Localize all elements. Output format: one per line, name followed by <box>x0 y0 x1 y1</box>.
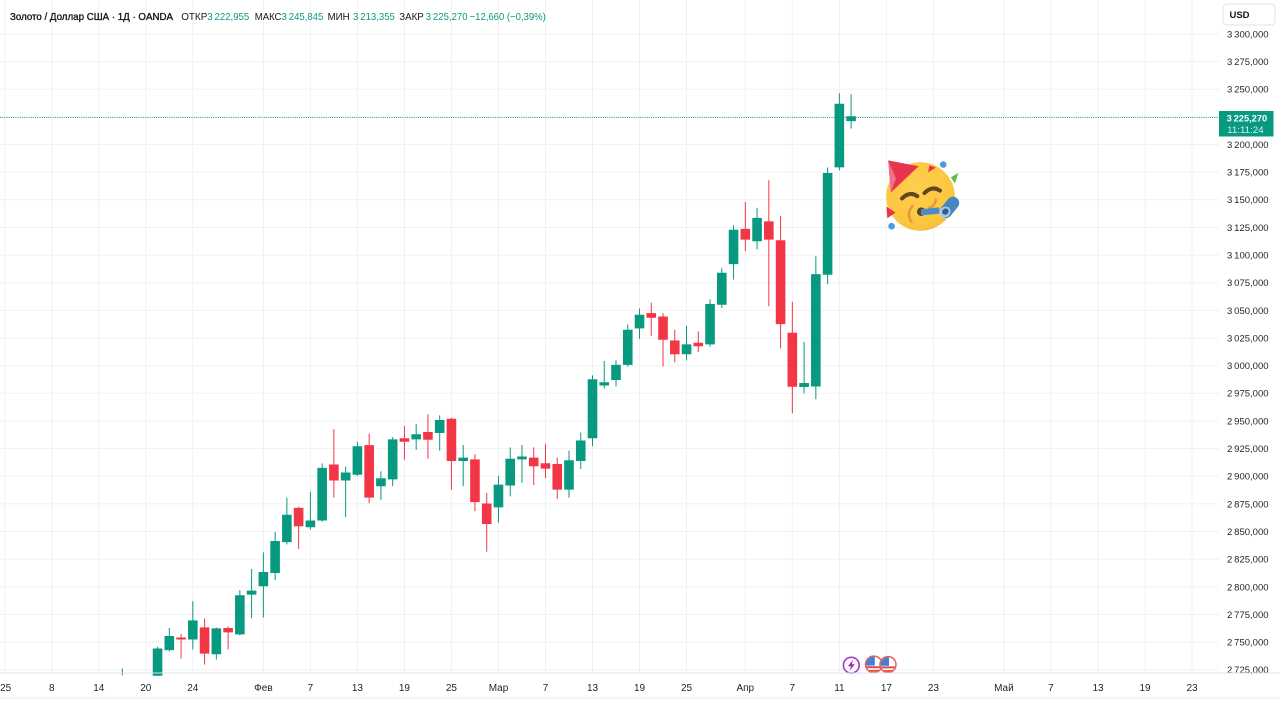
svg-text:19: 19 <box>634 683 646 694</box>
svg-text:3 250,000: 3 250,000 <box>1227 85 1269 96</box>
svg-text:13: 13 <box>587 683 599 694</box>
svg-text:ОТКР: ОТКР <box>181 11 207 23</box>
svg-text:3 225,270: 3 225,270 <box>1227 114 1268 125</box>
svg-text:23: 23 <box>928 683 940 694</box>
svg-text:3 150,000: 3 150,000 <box>1227 195 1269 206</box>
svg-text:25: 25 <box>446 683 458 694</box>
svg-text:2 950,000: 2 950,000 <box>1227 416 1269 427</box>
svg-text:Мар: Мар <box>489 683 509 694</box>
svg-text:7: 7 <box>790 683 796 694</box>
svg-text:3 100,000: 3 100,000 <box>1227 251 1269 262</box>
svg-text:3 245,845: 3 245,845 <box>282 11 324 23</box>
svg-text:2 900,000: 2 900,000 <box>1227 472 1269 483</box>
svg-text:3 300,000: 3 300,000 <box>1227 29 1269 40</box>
svg-text:3 050,000: 3 050,000 <box>1227 306 1269 317</box>
svg-text:8: 8 <box>49 683 55 694</box>
svg-text:ЗАКР: ЗАКР <box>399 11 423 23</box>
svg-text:25: 25 <box>681 683 693 694</box>
svg-text:2 850,000: 2 850,000 <box>1227 527 1269 538</box>
svg-text:2 925,000: 2 925,000 <box>1227 444 1269 455</box>
svg-text:11: 11 <box>834 683 845 694</box>
svg-text:7: 7 <box>308 683 314 694</box>
svg-text:13: 13 <box>1092 683 1104 694</box>
svg-text:2 800,000: 2 800,000 <box>1227 582 1269 593</box>
svg-text:7: 7 <box>1048 683 1054 694</box>
svg-text:23: 23 <box>1186 683 1198 694</box>
svg-text:24: 24 <box>187 683 199 694</box>
svg-text:3 200,000: 3 200,000 <box>1227 140 1269 151</box>
svg-text:7: 7 <box>543 683 549 694</box>
svg-text:2 875,000: 2 875,000 <box>1227 499 1269 510</box>
svg-text:13: 13 <box>352 683 364 694</box>
svg-text:Апр: Апр <box>736 683 754 694</box>
svg-text:19: 19 <box>1139 683 1151 694</box>
svg-text:'25: '25 <box>0 683 12 694</box>
svg-text:3 125,000: 3 125,000 <box>1227 223 1269 234</box>
svg-text:11:11:24: 11:11:24 <box>1227 125 1264 136</box>
svg-text:2 775,000: 2 775,000 <box>1227 610 1269 621</box>
svg-text:3 000,000: 3 000,000 <box>1227 361 1269 372</box>
svg-text:2 750,000: 2 750,000 <box>1227 638 1269 649</box>
svg-text:17: 17 <box>881 683 893 694</box>
svg-text:3 075,000: 3 075,000 <box>1227 278 1269 289</box>
svg-text:19: 19 <box>399 683 411 694</box>
svg-text:МИН: МИН <box>328 11 350 23</box>
svg-text:Фев: Фев <box>254 683 272 694</box>
svg-text:−12,660 (−0,39%): −12,660 (−0,39%) <box>470 11 546 23</box>
svg-text:USD: USD <box>1229 10 1249 21</box>
svg-text:Май: Май <box>994 683 1014 694</box>
svg-text:3 225,270: 3 225,270 <box>426 11 468 23</box>
svg-text:2 975,000: 2 975,000 <box>1227 389 1269 400</box>
svg-text:3 275,000: 3 275,000 <box>1227 57 1269 68</box>
svg-text:3 213,355: 3 213,355 <box>353 11 395 23</box>
svg-text:2 725,000: 2 725,000 <box>1227 665 1269 676</box>
svg-text:3 025,000: 3 025,000 <box>1227 333 1269 344</box>
svg-text:МАКС: МАКС <box>255 11 282 23</box>
svg-text:3 175,000: 3 175,000 <box>1227 168 1269 179</box>
svg-text:14: 14 <box>93 683 105 694</box>
svg-text:3 222,955: 3 222,955 <box>207 11 249 23</box>
svg-text:2 825,000: 2 825,000 <box>1227 555 1269 566</box>
svg-text:20: 20 <box>140 683 152 694</box>
svg-text:Золото / Доллар США · 1Д · OAN: Золото / Доллар США · 1Д · OANDA <box>10 11 173 23</box>
